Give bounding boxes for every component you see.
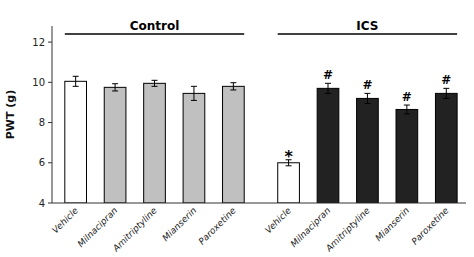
x-tick-label: Paroxetine <box>197 205 239 247</box>
error-cap <box>73 76 79 77</box>
error-line <box>115 84 116 91</box>
group-label: ICS <box>356 19 378 33</box>
error-cap <box>325 93 331 94</box>
bars <box>65 76 457 203</box>
error-bar <box>443 88 449 98</box>
error-bar <box>152 80 158 86</box>
group-label: Control <box>130 19 180 33</box>
y-axis-line <box>52 26 53 203</box>
y-tick <box>48 203 52 204</box>
y-tick-label: 12 <box>32 37 45 48</box>
x-tick-label: Milnacipran <box>289 205 333 249</box>
bar <box>183 93 205 203</box>
error-cap <box>230 82 236 83</box>
x-tick-label: Vehicle <box>263 205 293 235</box>
error-cap <box>191 100 197 101</box>
error-bar <box>73 76 79 86</box>
annotation: # <box>402 90 412 104</box>
error-cap <box>404 113 410 114</box>
error-bar <box>364 93 370 103</box>
x-tick-label: Mianserin <box>160 205 198 243</box>
error-cap <box>230 89 236 90</box>
bar <box>144 83 166 203</box>
bar <box>357 98 379 203</box>
error-cap <box>152 86 158 87</box>
error-cap <box>152 80 158 81</box>
error-cap <box>443 98 449 99</box>
bar <box>104 87 126 203</box>
y-tick <box>48 42 52 43</box>
y-tick <box>48 82 52 83</box>
y-tick-label: 6 <box>39 157 45 168</box>
error-bar <box>230 83 236 90</box>
error-cap <box>73 86 79 87</box>
error-bar <box>191 86 197 100</box>
x-tick-label: Amitriptyline <box>323 205 372 254</box>
y-axis-label: PWT (g) <box>4 90 17 139</box>
error-line <box>233 83 234 90</box>
error-bar <box>404 105 410 114</box>
annotation: # <box>362 78 372 92</box>
annotation: # <box>441 73 451 87</box>
y-tick <box>48 122 52 123</box>
bar <box>435 93 457 203</box>
error-cap <box>112 83 118 84</box>
bar <box>396 109 418 203</box>
error-line <box>328 83 329 93</box>
error-cap <box>191 86 197 87</box>
error-cap <box>443 88 449 89</box>
x-tick-label: Milnacipran <box>76 205 120 249</box>
x-tick-label: Amitriptyline <box>110 205 159 254</box>
error-cap <box>325 83 331 84</box>
x-axis-line <box>52 203 466 204</box>
error-cap <box>404 105 410 106</box>
error-line <box>75 76 76 86</box>
x-tick-label: Vehicle <box>50 205 80 235</box>
y-tick-label: 4 <box>39 198 45 209</box>
annotation: * <box>284 147 293 166</box>
error-line <box>446 88 447 98</box>
annotation: # <box>323 68 333 82</box>
group-bracket <box>65 33 244 35</box>
error-cap <box>364 103 370 104</box>
bar <box>317 88 339 203</box>
y-tick-label: 8 <box>39 117 45 128</box>
error-bar <box>112 84 118 91</box>
bar <box>223 86 245 203</box>
error-line <box>193 86 194 100</box>
error-cap <box>112 90 118 91</box>
group-bracket <box>278 33 457 35</box>
y-tick <box>48 162 52 163</box>
y-tick-label: 10 <box>32 77 45 88</box>
error-bar <box>325 83 331 93</box>
bar <box>278 163 300 203</box>
error-line <box>367 93 368 103</box>
bar <box>65 81 87 203</box>
error-cap <box>364 93 370 94</box>
error-line <box>154 80 155 86</box>
x-tick-label: Mianserin <box>373 205 411 243</box>
error-line <box>406 105 407 114</box>
x-tick-label: Paroxetine <box>409 205 451 247</box>
chart: 4681012PWT (g)VehicleMilnacipranAmitript… <box>0 0 474 257</box>
